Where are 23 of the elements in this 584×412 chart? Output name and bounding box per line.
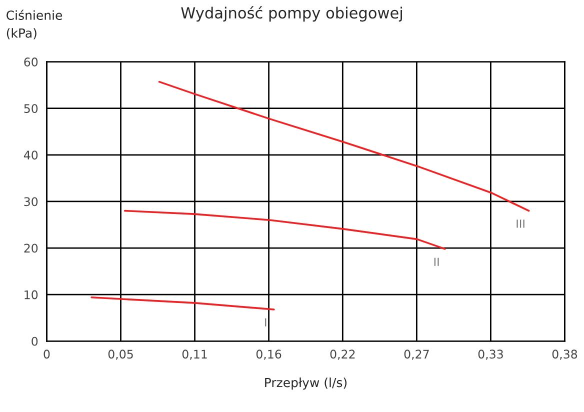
series-label: III xyxy=(516,220,524,228)
x-tick-label: 0,27 xyxy=(404,350,429,360)
line-series xyxy=(124,210,446,250)
series-label: I xyxy=(265,318,266,326)
x-axis-title: Przepływ (l/s) xyxy=(265,378,347,390)
y-tick-label: 0 xyxy=(32,336,38,346)
x-tick-label: 0,38 xyxy=(552,350,578,360)
x-tick-label: 0,05 xyxy=(108,350,133,360)
x-tick-label: 0,22 xyxy=(330,350,355,360)
y-tick-label: 30 xyxy=(24,197,38,206)
y-tick-label: 50 xyxy=(24,104,38,114)
x-tick-label: 0,11 xyxy=(182,350,207,360)
x-tick-label: 0,33 xyxy=(478,350,503,360)
chart-title: Wydajność pompy obiegowej xyxy=(181,6,402,22)
y-tick-label: 40 xyxy=(24,150,38,160)
y-tick-label: 20 xyxy=(24,244,38,253)
y-axis-title: Ciśnienie (kPa) xyxy=(6,10,62,40)
y-tick-label: 10 xyxy=(24,290,38,300)
line-series xyxy=(158,80,530,212)
y-tick-label: 60 xyxy=(24,58,38,66)
series-label: II xyxy=(434,258,439,266)
x-tick-label: 0 xyxy=(44,350,50,359)
x-tick-label: 0,16 xyxy=(256,350,282,360)
